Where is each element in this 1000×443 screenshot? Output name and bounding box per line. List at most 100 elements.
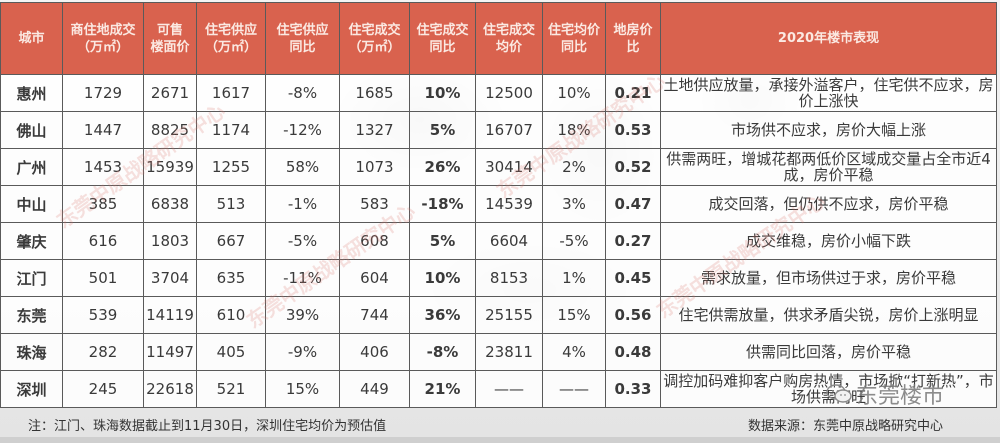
table-row: 广州 1453 15939 1255 58% 1073 26% 30414 2% 0.52 供需两旺… bbox=[0, 148, 997, 186]
cell-price-yoy: 15% bbox=[542, 296, 606, 334]
cell-supply: 1174 bbox=[196, 111, 266, 149]
cell-supply-yoy: 39% bbox=[265, 296, 340, 334]
column-header-line2: （万㎡） bbox=[76, 39, 129, 55]
cell-city: 江门 bbox=[0, 259, 63, 297]
cell-supply-yoy: -8% bbox=[265, 74, 340, 112]
column-header-line1: 住宅成交 bbox=[348, 22, 401, 38]
cell-desc: 供需两旺，增城花都两低价区域成交量占全市近4成，房价平稳 bbox=[660, 148, 997, 186]
cell-deal-yoy: 10% bbox=[409, 259, 476, 297]
cell-avg-price: 16707 bbox=[475, 111, 543, 149]
cell-desc: 市场供不应求，房价大幅上涨 bbox=[660, 111, 997, 149]
cell-city: 肇庆 bbox=[0, 222, 63, 260]
cell-land-deal: 1729 bbox=[62, 74, 144, 112]
cell-deal-yoy: -18% bbox=[409, 185, 476, 223]
cell-city: 惠州 bbox=[0, 74, 63, 112]
cell-price-yoy: 10% bbox=[542, 74, 606, 112]
cell-price-yoy: 2% bbox=[542, 148, 606, 186]
cell-supply: 513 bbox=[196, 185, 266, 223]
cell-supply-yoy: 58% bbox=[265, 148, 340, 186]
cell-floor-price: 15939 bbox=[143, 148, 197, 186]
cell-city: 中山 bbox=[0, 185, 63, 223]
cell-price-yoy: 4% bbox=[542, 333, 606, 371]
table-row: 珠海 282 11497 405 -9% 406 -8% 23811 4% 0.48 供需同比回落，… bbox=[0, 333, 997, 371]
cell-city: 佛山 bbox=[0, 111, 63, 149]
cell-avg-price: 23811 bbox=[475, 333, 543, 371]
city-market-table: 城市 商住地成交 （万㎡） 可售 楼面价 住宅供应 （万㎡） 住宅供应 同比 住宅成交 （万㎡） 住宅… bbox=[0, 2, 997, 408]
cell-land-deal: 1453 bbox=[62, 148, 144, 186]
cell-ratio: 0.21 bbox=[605, 74, 661, 112]
cell-deal: 744 bbox=[339, 296, 410, 334]
cell-avg-price: 6604 bbox=[475, 222, 543, 260]
cell-desc: 成交回落，但仍供不应求，房价平稳 bbox=[660, 185, 997, 223]
cell-desc: 成交维稳，房价小幅下跌 bbox=[660, 222, 997, 260]
cell-deal: 449 bbox=[339, 370, 410, 408]
cell-deal: 583 bbox=[339, 185, 410, 223]
cell-deal: 1073 bbox=[339, 148, 410, 186]
cell-supply-yoy: -1% bbox=[265, 185, 340, 223]
column-header-line1: 地房价 bbox=[613, 22, 653, 38]
cell-desc: 住宅供需放量，供求矛盾尖锐，房价上涨明显 bbox=[660, 296, 997, 334]
cell-avg-price: 25155 bbox=[475, 296, 543, 334]
column-header-line1: 住宅成交 bbox=[416, 22, 469, 38]
cell-ratio: 0.56 bbox=[605, 296, 661, 334]
cell-supply-yoy: -11% bbox=[265, 259, 340, 297]
cell-floor-price: 1803 bbox=[143, 222, 197, 260]
column-header-line2: 同比 bbox=[429, 39, 456, 55]
cell-deal-yoy: 10% bbox=[409, 74, 476, 112]
cell-price-yoy: 1% bbox=[542, 259, 606, 297]
cell-desc: 土地供应放量，承接外溢客户，住宅供不应求，房价上涨快 bbox=[660, 74, 997, 112]
table-row: 佛山 1447 8825 1174 -12% 1327 5% 16707 18% 0.53 市场供不… bbox=[0, 111, 997, 149]
column-header-line1: 住宅成交 bbox=[482, 22, 535, 38]
cell-avg-price: —— bbox=[475, 370, 543, 408]
cell-ratio: 0.33 bbox=[605, 370, 661, 408]
footnote: 注：江门、珠海数据截止到11月30日，深圳住宅均价为预估值 bbox=[28, 419, 387, 434]
column-header: 可售 楼面价 bbox=[143, 2, 197, 75]
cell-city: 东莞 bbox=[0, 296, 63, 334]
cell-deal-yoy: 21% bbox=[409, 370, 476, 408]
cell-deal-yoy: 26% bbox=[409, 148, 476, 186]
cell-land-deal: 501 bbox=[62, 259, 144, 297]
cell-ratio: 0.47 bbox=[605, 185, 661, 223]
column-header: 地房价比 bbox=[605, 2, 661, 75]
column-header-line1: 城市 bbox=[18, 31, 45, 46]
cell-desc: 供需同比回落，房价平稳 bbox=[660, 333, 997, 371]
column-header-line2: 比 bbox=[626, 39, 640, 55]
column-header: 住宅供应 （万㎡） bbox=[196, 2, 266, 75]
column-header-line1: 住宅供应 bbox=[276, 22, 329, 38]
cell-desc: 需求放量，但市场供过于求，房价平稳 bbox=[660, 259, 997, 297]
cell-land-deal: 385 bbox=[62, 185, 144, 223]
column-header: 商住地成交 （万㎡） bbox=[62, 2, 144, 75]
cell-land-deal: 616 bbox=[62, 222, 144, 260]
cell-land-deal: 282 bbox=[62, 333, 144, 371]
cell-avg-price: 14539 bbox=[475, 185, 543, 223]
cell-desc: 调控加码难抑客户购房热情，市场掀“打新热”，市场供需两旺 bbox=[660, 370, 997, 408]
cell-supply-yoy: -12% bbox=[265, 111, 340, 149]
data-source: 数据来源：东莞中原战略研究中心 bbox=[748, 419, 944, 434]
cell-price-yoy: 18% bbox=[542, 111, 606, 149]
table-row: 深圳 245 22618 521 15% 449 21% —— —— 0.33 调控加码难抑客户购房… bbox=[0, 370, 997, 408]
cell-avg-price: 30414 bbox=[475, 148, 543, 186]
cell-supply-yoy: 15% bbox=[265, 370, 340, 408]
brand-name: 东莞楼市 bbox=[856, 384, 945, 409]
column-header: 城市 bbox=[0, 2, 63, 75]
column-header-line1: 商住地成交 bbox=[70, 22, 136, 38]
cell-supply: 1255 bbox=[196, 148, 266, 186]
cell-floor-price: 3704 bbox=[143, 259, 197, 297]
cell-ratio: 0.45 bbox=[605, 259, 661, 297]
column-header: 住宅成交 同比 bbox=[409, 2, 476, 75]
cell-deal: 1685 bbox=[339, 74, 410, 112]
cell-ratio: 0.53 bbox=[605, 111, 661, 149]
cell-floor-price: 11497 bbox=[143, 333, 197, 371]
cell-deal: 608 bbox=[339, 222, 410, 260]
table-row: 东莞 539 14119 610 39% 744 36% 25155 15% 0.56 住宅供需放量… bbox=[0, 296, 997, 334]
column-header-line2: （万㎡） bbox=[204, 39, 257, 55]
cell-city: 珠海 bbox=[0, 333, 63, 371]
column-header: 2020年楼市表现 bbox=[660, 2, 997, 75]
cell-price-yoy: —— bbox=[542, 370, 606, 408]
column-header: 住宅供应 同比 bbox=[265, 2, 340, 75]
cell-ratio: 0.27 bbox=[605, 222, 661, 260]
cell-deal: 1327 bbox=[339, 111, 410, 149]
table-row: 惠州 1729 2671 1617 -8% 1685 10% 12500 10% 0.21 土地供应… bbox=[0, 74, 997, 112]
cell-price-yoy: -5% bbox=[542, 222, 606, 260]
